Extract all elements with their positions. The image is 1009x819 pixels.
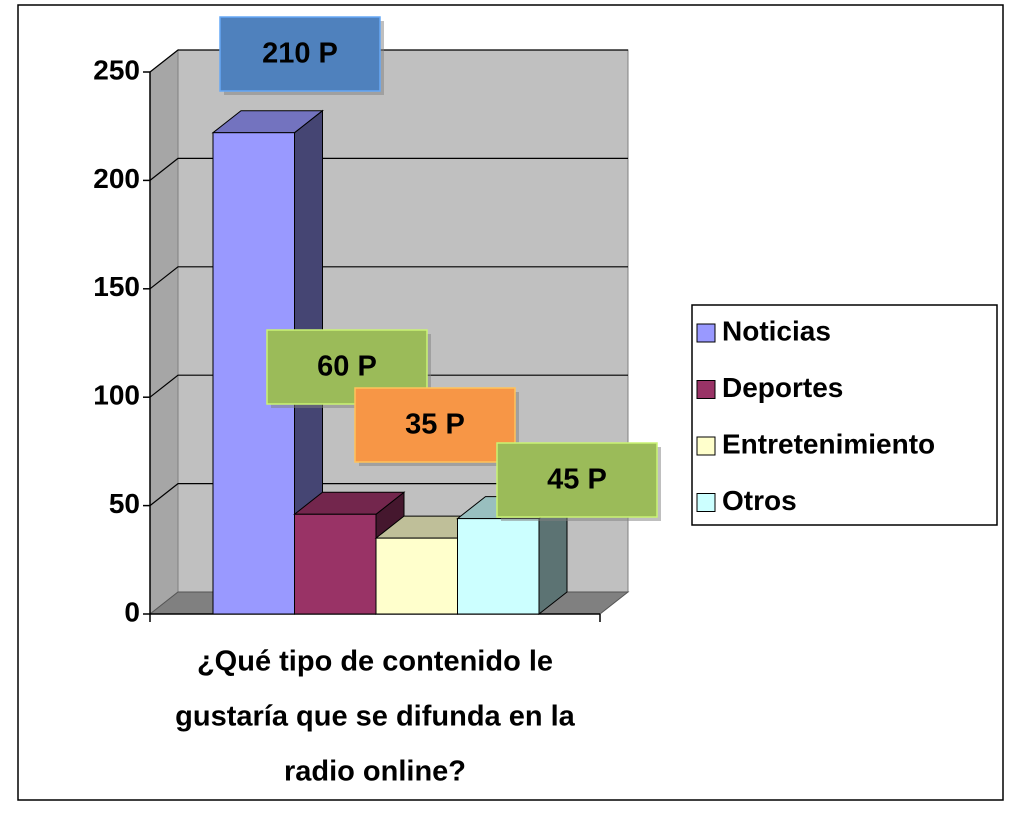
grid-line	[149, 483, 628, 507]
bar	[457, 518, 540, 615]
legend-swatch	[696, 380, 716, 399]
x-axis-label: gustaría que se difunda en la	[175, 701, 576, 733]
annotation-text: 35 P	[405, 409, 465, 441]
annotation-box	[496, 442, 658, 518]
annotation-text: 60 P	[317, 351, 377, 383]
y-tick-label: 200	[93, 163, 140, 194]
x-axis-label: ¿Qué tipo de contenido le	[197, 646, 553, 678]
legend-swatch	[696, 493, 716, 512]
bar	[294, 513, 377, 615]
y-tick-label: 150	[93, 271, 140, 302]
legend-label: Otros	[722, 485, 797, 516]
grid-line	[149, 374, 628, 398]
grid-line	[149, 266, 628, 290]
y-tick-label: 250	[93, 54, 140, 85]
annotation-box	[354, 387, 516, 463]
y-tick-label: 0	[124, 596, 140, 627]
y-tick-label: 100	[93, 380, 140, 411]
legend-swatch	[696, 323, 716, 343]
y-tick-label: 50	[109, 488, 140, 519]
bar	[375, 537, 458, 615]
legend-label: Entretenimiento	[722, 428, 935, 459]
grid-line	[149, 49, 628, 73]
annotation-text: 210 P	[262, 38, 338, 70]
x-axis-label: radio online?	[284, 756, 466, 788]
legend-label: Noticias	[722, 315, 831, 346]
grid-line	[149, 157, 628, 181]
annotation-text: 45 P	[547, 464, 607, 496]
legend-box	[691, 304, 998, 526]
side-wall	[149, 48, 179, 616]
annotation-box	[219, 16, 381, 92]
legend-swatch	[696, 436, 716, 456]
legend-label: Deportes	[722, 372, 843, 403]
